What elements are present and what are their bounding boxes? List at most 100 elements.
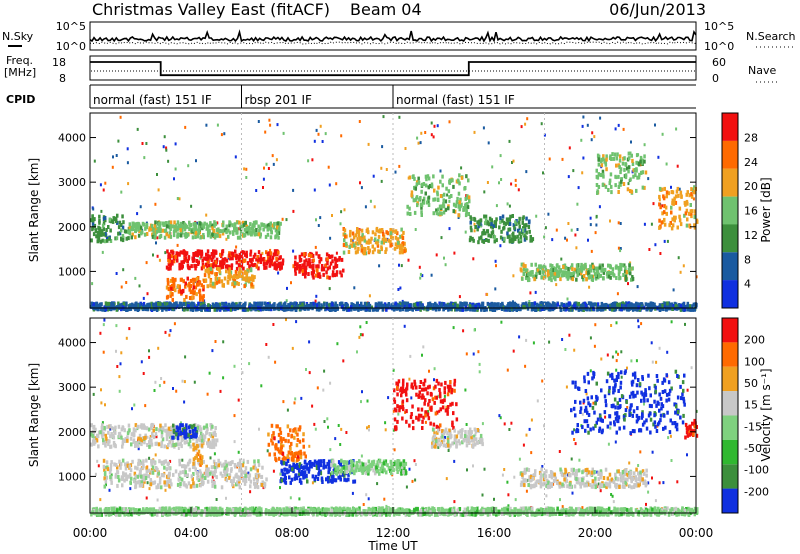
scatter-cell	[555, 283, 558, 287]
scatter-cell	[91, 282, 94, 286]
feature-cell	[117, 225, 121, 230]
feature-cell	[242, 266, 245, 271]
feature-cell	[659, 305, 662, 309]
feature-cell	[554, 267, 558, 272]
feature-cell	[175, 506, 178, 511]
scatter-cell	[93, 159, 96, 163]
scatter-cell	[530, 418, 533, 422]
feature-cell	[247, 231, 250, 236]
feature-cell	[235, 281, 239, 285]
feature-cell	[116, 213, 119, 218]
feature-cell	[167, 262, 171, 267]
feature-cell	[670, 210, 673, 215]
feature-cell	[480, 235, 483, 240]
feature-cell	[317, 274, 320, 279]
scatter-cell	[430, 121, 433, 125]
feature-cell	[580, 264, 584, 269]
scatter-cell	[360, 186, 363, 190]
feature-cell	[589, 303, 593, 308]
feature-cell	[549, 267, 553, 272]
feature-cell	[164, 228, 168, 233]
feature-cell	[394, 242, 398, 247]
scatter-cell	[548, 157, 551, 161]
feature-cell	[207, 303, 210, 308]
feature-cell	[678, 218, 682, 223]
feature-cell	[467, 178, 470, 183]
feature-cell	[439, 194, 443, 198]
scatter-cell	[606, 353, 609, 357]
feature-cell	[556, 274, 560, 278]
feature-cell	[98, 218, 101, 223]
feature-cell	[612, 272, 615, 277]
feature-cell	[303, 304, 307, 309]
scatter-cell	[670, 459, 673, 462]
feature-cell	[684, 202, 687, 207]
feature-cell	[394, 229, 398, 234]
scatter-cell	[154, 453, 157, 457]
feature-cell	[128, 229, 131, 234]
feature-cell	[501, 236, 505, 241]
feature-cell	[105, 228, 108, 232]
feature-cell	[686, 217, 689, 222]
feature-cell	[553, 272, 557, 277]
feature-cell	[575, 304, 579, 309]
feature-cell	[497, 302, 500, 307]
scatter-cell	[610, 324, 613, 327]
feature-cell	[420, 213, 423, 217]
feature-cell	[529, 234, 532, 239]
feature-cell	[211, 284, 215, 289]
feature-cell	[455, 512, 458, 517]
cpid-panel: CPID normal (fast) 151 IF rbsp 201 IF norm…	[6, 84, 696, 109]
feature-cell	[307, 253, 311, 258]
feature-cell	[213, 220, 216, 225]
feature-cell	[187, 304, 190, 309]
feature-cell	[303, 265, 307, 270]
scatter-cell	[340, 210, 343, 214]
feature-cell	[115, 219, 118, 224]
feature-cell	[200, 283, 203, 288]
feature-cell	[236, 254, 239, 259]
feature-cell	[589, 301, 592, 306]
feature-cell	[638, 162, 641, 167]
feature-cell	[419, 307, 422, 312]
feature-cell	[174, 277, 177, 282]
scatter-cell	[486, 293, 489, 296]
feature-cell	[312, 263, 315, 268]
scatter-cell	[94, 472, 97, 476]
feature-cell	[627, 156, 631, 161]
nsky-panel: N.Sky 10^5 10^0 N.Search 10^5 10^0	[2, 20, 796, 53]
feature-cell	[617, 185, 621, 189]
feature-cell	[246, 269, 249, 274]
feature-cell	[143, 222, 146, 227]
feature-cell	[279, 261, 282, 266]
scatter-cell	[421, 353, 423, 357]
feature-cell	[571, 304, 575, 309]
feature-cell	[476, 220, 479, 225]
feature-cell	[354, 241, 358, 246]
feature-cell	[688, 193, 691, 198]
feature-cell	[325, 509, 328, 514]
feature-cell	[689, 212, 692, 216]
feature-cell	[448, 195, 451, 200]
feature-cell	[151, 232, 154, 237]
feature-cell	[349, 305, 353, 310]
feature-cell	[567, 307, 571, 312]
feature-cell	[258, 228, 261, 233]
feature-cell	[629, 189, 632, 193]
feature-cell	[449, 306, 452, 311]
scatter-cell	[672, 288, 675, 292]
feature-cell	[615, 163, 618, 168]
scatter-cell	[693, 185, 696, 189]
feature-cell	[343, 228, 347, 233]
colorbar-swatch	[722, 168, 738, 197]
feature-cell	[157, 227, 160, 232]
feature-cell	[693, 512, 696, 517]
feature-cell	[511, 214, 514, 218]
scatter-cell	[282, 444, 285, 448]
feature-cell	[221, 231, 225, 236]
feature-cell	[202, 264, 206, 269]
scatter-cell	[148, 349, 150, 353]
scatter-cell	[503, 468, 506, 471]
feature-cell	[318, 254, 321, 259]
scatter-cell	[575, 246, 578, 250]
